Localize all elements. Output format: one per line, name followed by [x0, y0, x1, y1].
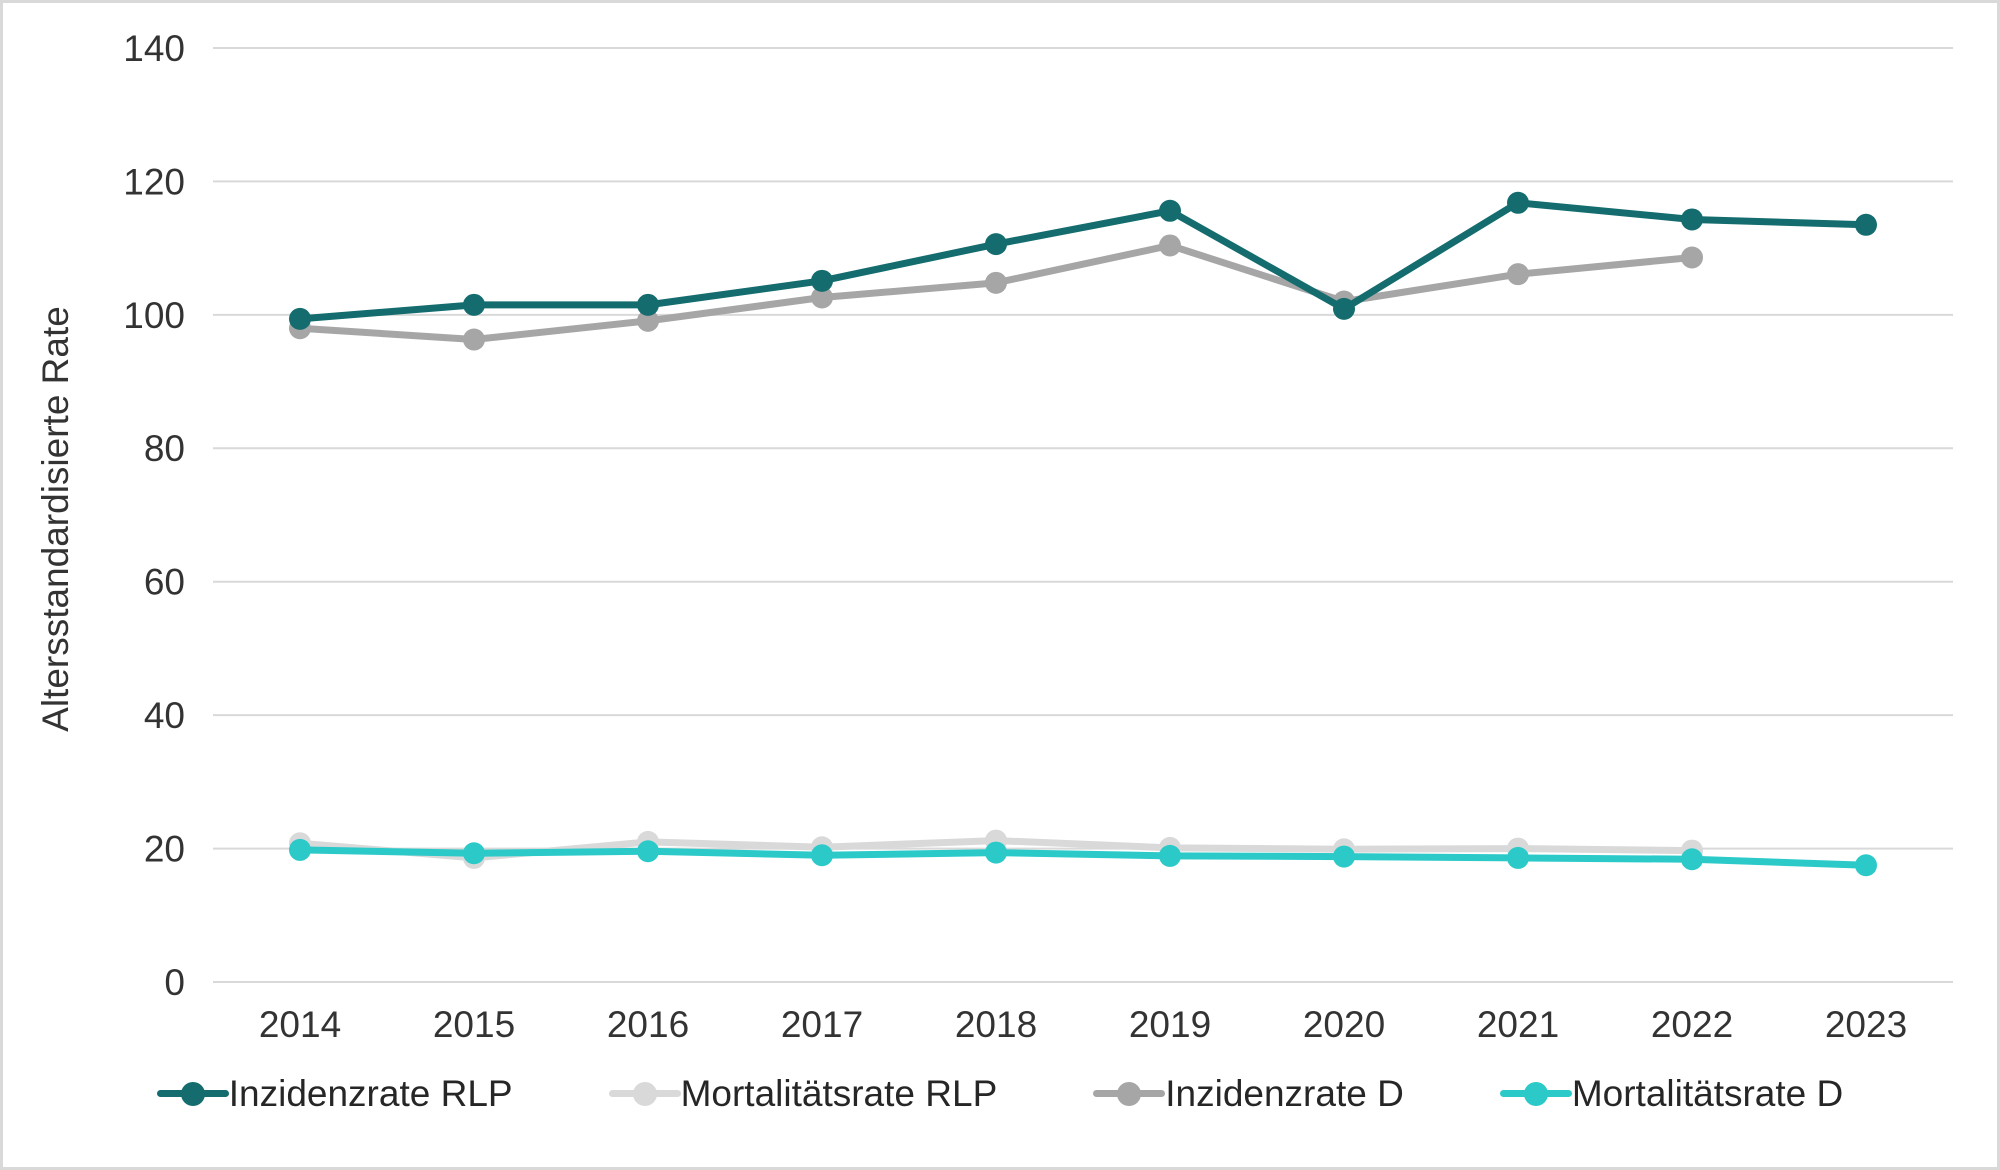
x-tick-label: 2022 — [1651, 1004, 1733, 1045]
marker-inzidenzrate-rlp — [811, 269, 833, 292]
marker-inzidenzrate-d — [985, 271, 1007, 294]
marker-inzidenzrate-rlp — [1333, 297, 1355, 320]
y-tick-label: 120 — [123, 161, 185, 202]
marker-mortalitaetsrate-d — [463, 842, 485, 865]
marker-mortalitaetsrate-d — [1855, 854, 1877, 877]
marker-inzidenzrate-rlp — [1855, 213, 1877, 236]
x-tick-label: 2023 — [1825, 1004, 1907, 1045]
marker-inzidenzrate-rlp — [985, 233, 1007, 256]
legend-label: Mortalitätsrate D — [1571, 1073, 1844, 1114]
marker-mortalitaetsrate-d — [985, 841, 1007, 864]
marker-mortalitaetsrate-d — [637, 840, 659, 863]
marker-inzidenzrate-rlp — [1681, 208, 1703, 231]
legend-label: Inzidenzrate RLP — [228, 1073, 513, 1114]
marker-inzidenzrate-d — [811, 286, 833, 309]
marker-inzidenzrate-rlp — [289, 307, 311, 330]
marker-mortalitaetsrate-d — [289, 838, 311, 861]
marker-inzidenzrate-d — [1159, 234, 1181, 257]
marker-inzidenzrate-d — [463, 328, 485, 351]
marker-inzidenzrate-rlp — [637, 293, 659, 316]
y-tick-label: 100 — [123, 295, 185, 336]
mortalitaetsrate-d-swatch-icon — [1499, 1079, 1572, 1109]
y-tick-label: 60 — [144, 562, 185, 603]
marker-inzidenzrate-rlp — [463, 293, 485, 316]
x-tick-label: 2018 — [955, 1004, 1037, 1045]
inzidenzrate-rlp-swatch-icon — [156, 1079, 229, 1109]
chart-canvas: 0 20 40 60 80 100 120 140 2014 2015 2016 2017 2018 20… — [123, 28, 1953, 1045]
x-tick-label: 2016 — [607, 1004, 689, 1045]
marker-mortalitaetsrate-d — [811, 844, 833, 867]
y-tick-label: 40 — [144, 695, 185, 736]
x-tick-label: 2017 — [781, 1004, 863, 1045]
marker-inzidenzrate-d — [1681, 246, 1703, 269]
x-tick-label: 2020 — [1303, 1004, 1385, 1045]
y-tick-label: 140 — [123, 28, 185, 69]
legend-item-mortalitaetsrate-d: Mortalitätsrate D — [1499, 1073, 1844, 1114]
marker-mortalitaetsrate-d — [1681, 848, 1703, 871]
y-tick-label: 20 — [144, 829, 185, 870]
marker-mortalitaetsrate-d — [1507, 846, 1529, 869]
x-tick-label: 2014 — [259, 1004, 341, 1045]
legend-item-inzidenzrate-rlp: Inzidenzrate RLP — [156, 1073, 513, 1114]
inzidenzrate-d-swatch-icon — [1093, 1079, 1166, 1109]
marker-mortalitaetsrate-d — [1159, 844, 1181, 867]
legend-label: Inzidenzrate D — [1165, 1073, 1404, 1114]
legend: Inzidenzrate RLP Mortalitätsrate RLP Inzid… — [3, 1075, 1997, 1112]
mortalitaetsrate-rlp-swatch-icon — [608, 1079, 681, 1109]
y-tick-label: 80 — [144, 428, 185, 469]
x-tick-label: 2019 — [1129, 1004, 1211, 1045]
marker-inzidenzrate-rlp — [1507, 191, 1529, 214]
y-axis-title: Altersstandardisierte Rate — [35, 306, 76, 732]
marker-inzidenzrate-rlp — [1159, 199, 1181, 222]
legend-label: Mortalitätsrate RLP — [680, 1073, 998, 1114]
line-mortalitaetsrate-d — [296, 846, 1870, 869]
y-tick-label: 0 — [164, 962, 185, 1003]
line-inzidenzrate-rlp — [296, 199, 1870, 323]
x-tick-label: 2015 — [433, 1004, 515, 1045]
legend-item-mortalitaetsrate-rlp: Mortalitätsrate RLP — [608, 1073, 998, 1114]
marker-inzidenzrate-d — [1507, 263, 1529, 286]
marker-mortalitaetsrate-d — [1333, 845, 1355, 868]
x-tick-label: 2021 — [1477, 1004, 1559, 1045]
marker-inzidenzrate-d — [637, 309, 659, 332]
legend-item-inzidenzrate-d: Inzidenzrate D — [1093, 1075, 1404, 1112]
